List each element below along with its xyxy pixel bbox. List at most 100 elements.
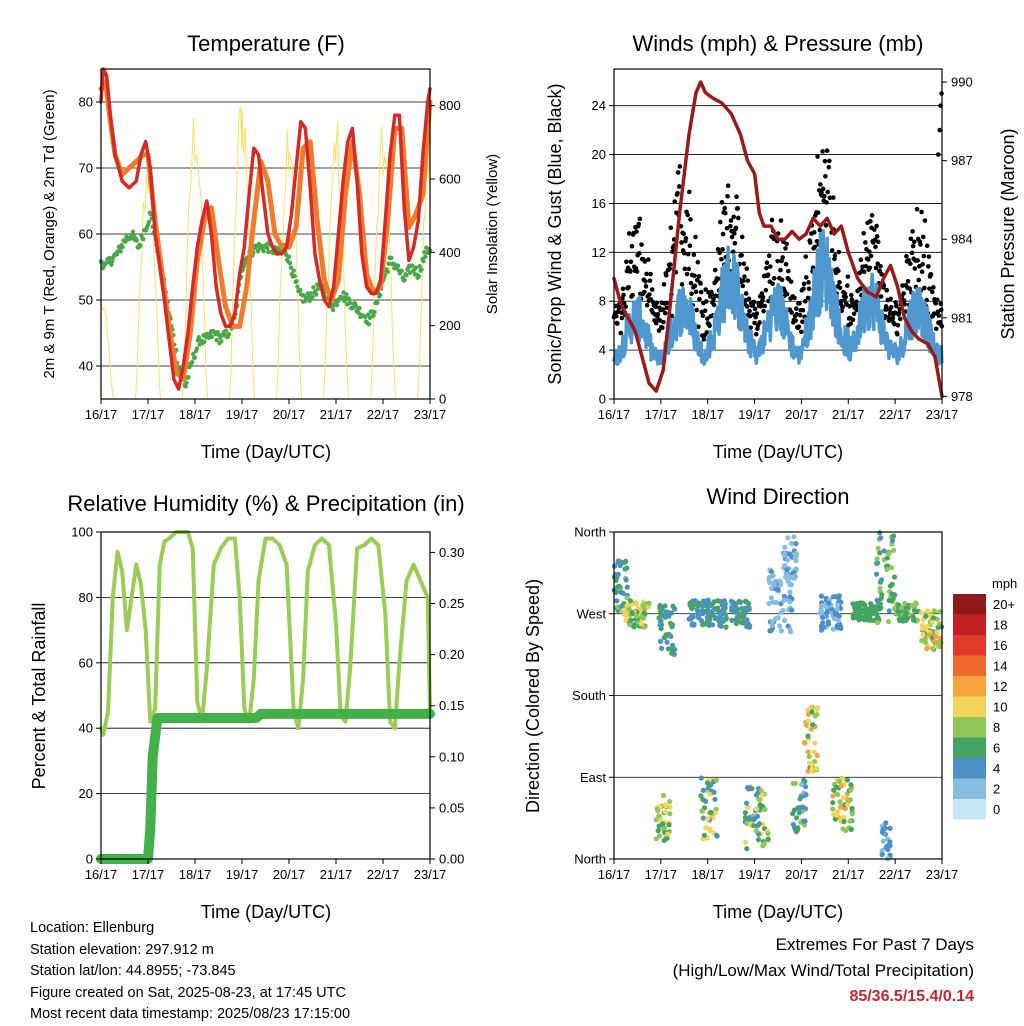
gust-point <box>715 247 721 252</box>
gust-point <box>938 307 944 313</box>
direction-tick-label: North <box>574 852 606 867</box>
gust-point <box>793 318 798 323</box>
gust-point <box>694 307 699 313</box>
direction-point <box>805 733 811 739</box>
gust-point <box>763 287 769 293</box>
legend-swatch <box>953 696 986 717</box>
direction-point <box>773 599 779 606</box>
temperature-xtick-label: 18/17 <box>179 407 212 422</box>
dewpoint-point <box>196 335 201 340</box>
legend-label: 14 <box>993 659 1007 674</box>
pressure-ylabel: Station Pressure (Maroon) <box>998 128 1018 339</box>
gust-point <box>878 264 883 269</box>
figure-created: Figure created on Sat, 2025-08-23, at 17… <box>30 984 346 1001</box>
direction-point <box>879 852 885 858</box>
gust-point <box>780 255 785 260</box>
gust-point <box>916 277 922 283</box>
precip-y-ticks: 0.00 0.05 0.10 0.15 0.20 0.25 0.30 <box>430 545 464 867</box>
gust-point <box>752 306 758 312</box>
dewpoint-point <box>291 268 296 273</box>
gust-point <box>771 275 777 281</box>
dewpoint-point <box>209 334 215 339</box>
dewpoint-point <box>295 284 300 289</box>
direction-point <box>627 621 633 628</box>
direction-point <box>736 598 742 604</box>
gust-point <box>688 217 693 222</box>
rh-series <box>99 530 432 737</box>
extremes-box: Extremes For Past 7 Days (High/Low/Max W… <box>673 932 974 1010</box>
direction-point <box>704 614 711 620</box>
gust-point <box>672 199 678 204</box>
dewpoint-point <box>347 300 353 306</box>
gust-point <box>801 281 807 287</box>
direction-xtick-label: 16/17 <box>598 867 631 882</box>
pressure-y-tick-label: 987 <box>951 153 973 168</box>
direction-point <box>862 605 868 612</box>
direction-point <box>903 610 909 617</box>
direction-point <box>669 650 675 656</box>
gust-point <box>836 268 841 274</box>
gust-point <box>642 259 648 264</box>
legend-label: 2 <box>993 782 1000 797</box>
gust-point <box>709 291 715 297</box>
dewpoint-point <box>255 249 261 254</box>
gust-point <box>818 182 823 187</box>
direction-point <box>666 822 672 828</box>
direction-point <box>819 614 826 620</box>
direction-point <box>837 799 843 805</box>
dewpoint-point <box>357 305 362 311</box>
gust-point <box>760 294 766 300</box>
winds-title: Winds (mph) & Pressure (mb) <box>633 31 924 56</box>
solar-y-tick-label: 400 <box>439 245 461 260</box>
direction-point <box>638 606 644 613</box>
direction-point <box>836 613 842 619</box>
direction-xtick-label: 23/17 <box>926 867 959 882</box>
gust-point <box>668 225 674 231</box>
gust-point <box>890 315 896 320</box>
direction-point <box>668 633 674 640</box>
dewpoint-point <box>377 292 383 298</box>
temperature-xtick-label: 16/17 <box>85 407 118 422</box>
direction-point <box>658 613 664 619</box>
direction-point <box>793 566 799 572</box>
direction-point <box>657 622 663 628</box>
rh-title: Relative Humidity (%) & Precipitation (i… <box>67 491 464 516</box>
gust-point <box>907 286 913 291</box>
gust-point <box>920 262 925 267</box>
gust-point <box>896 310 902 316</box>
gust-point <box>789 310 794 315</box>
gust-point <box>784 241 789 247</box>
gust-point <box>647 278 653 284</box>
gust-point <box>744 266 749 271</box>
gust-point <box>731 214 737 220</box>
station-location: Location: Ellenburg <box>30 920 155 936</box>
direction-point <box>782 544 788 550</box>
gust-point <box>897 316 903 322</box>
direction-xlabel: Time (Day/UTC) <box>713 902 843 922</box>
gust-point <box>823 223 829 228</box>
wind-direction-panel: Wind Direction North East South West North 1… <box>523 484 1017 922</box>
gust-point <box>826 164 832 170</box>
gust-point <box>693 234 698 240</box>
direction-point <box>803 792 809 798</box>
dewpoint-point <box>219 339 224 344</box>
gust-point <box>630 292 635 298</box>
gust-point <box>698 281 703 286</box>
direction-point <box>869 611 875 617</box>
gust-point <box>873 244 878 250</box>
gust-point <box>723 210 728 216</box>
direction-point <box>787 582 793 588</box>
direction-point <box>840 795 847 801</box>
dewpoint-point <box>310 294 315 300</box>
pressure-y-ticks: 978 981 984 987 990 <box>942 75 973 404</box>
direction-point <box>740 608 747 614</box>
gust-point <box>917 264 922 269</box>
direction-point <box>689 605 695 611</box>
temperature-xtick-label: 22/17 <box>367 407 400 422</box>
direction-point <box>767 628 773 634</box>
direction-point <box>744 800 750 806</box>
gust-point <box>701 337 707 342</box>
gust-point <box>827 158 832 164</box>
temperature-y-ticks: 40 50 60 70 80 <box>79 95 101 374</box>
